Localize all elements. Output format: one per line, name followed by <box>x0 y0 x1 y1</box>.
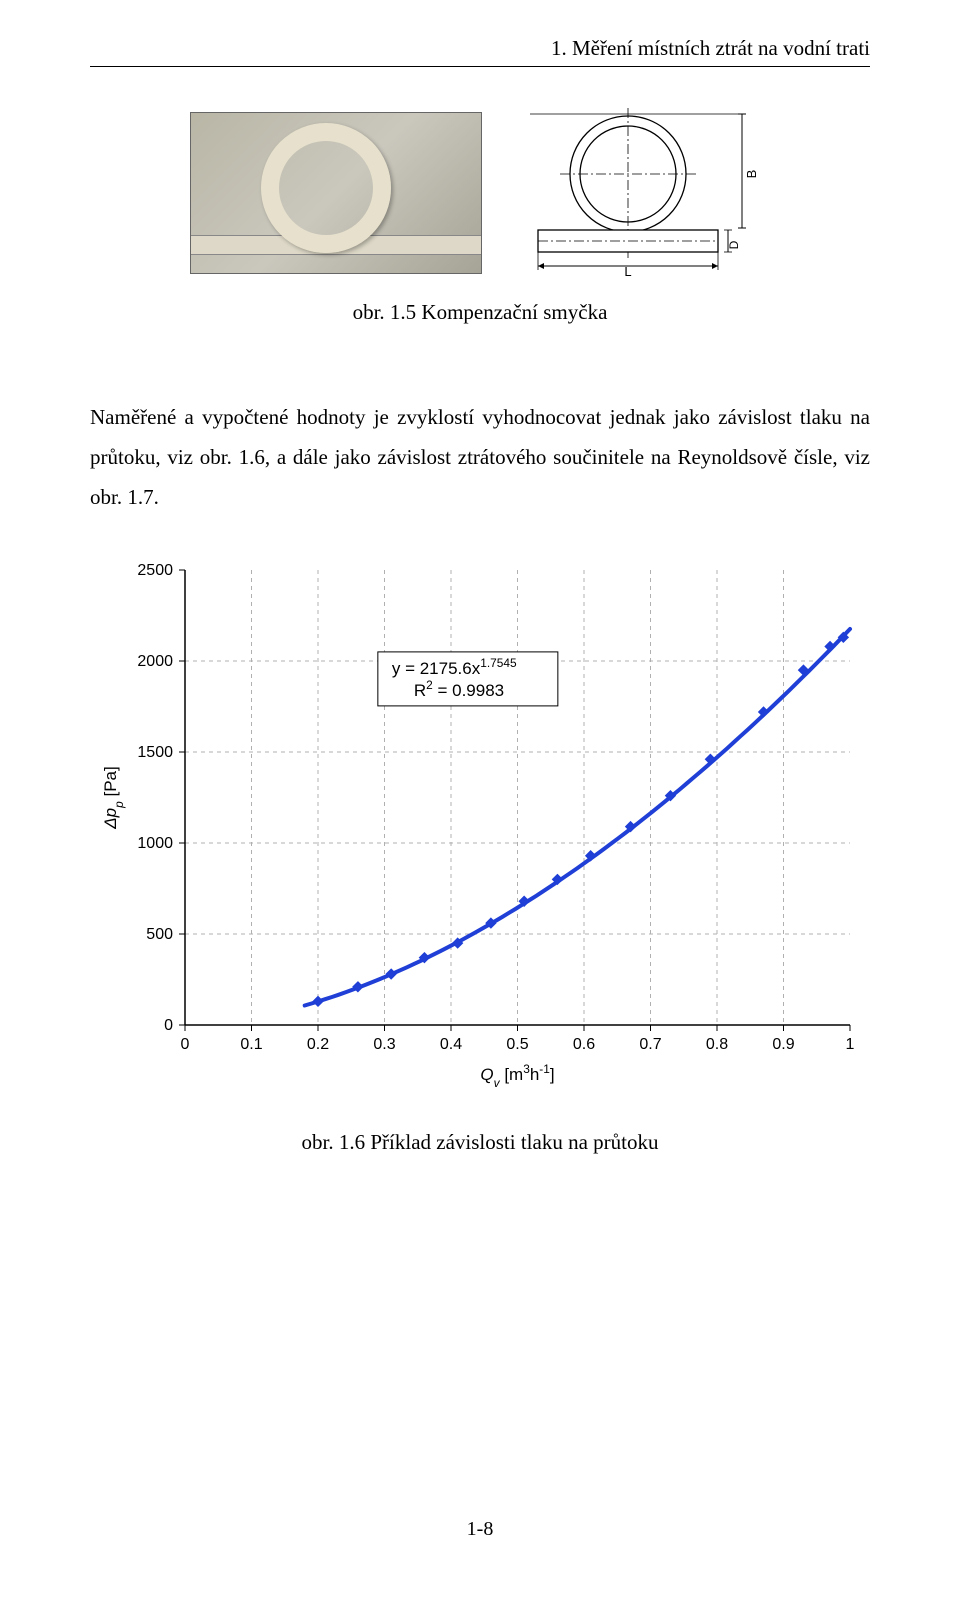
svg-text:Δpp [Pa]: Δpp [Pa] <box>101 766 126 829</box>
svg-text:500: 500 <box>146 926 173 943</box>
svg-text:0.1: 0.1 <box>240 1036 262 1053</box>
diagram-compensation-loop: B L D <box>510 108 770 278</box>
svg-text:1: 1 <box>846 1036 855 1053</box>
svg-text:2000: 2000 <box>137 653 173 670</box>
running-header: 1. Měření místních ztrát na vodní trati <box>551 36 870 61</box>
svg-text:0.4: 0.4 <box>440 1036 462 1053</box>
svg-text:0.5: 0.5 <box>506 1036 528 1053</box>
page-number: 1-8 <box>0 1518 960 1541</box>
dim-label-D: D <box>727 240 741 249</box>
svg-text:0.8: 0.8 <box>706 1036 728 1053</box>
svg-text:1000: 1000 <box>137 835 173 852</box>
page: 1. Měření místních ztrát na vodní trati … <box>0 0 960 1603</box>
dim-label-L: L <box>624 264 631 278</box>
svg-text:0.6: 0.6 <box>573 1036 595 1053</box>
svg-text:0.2: 0.2 <box>307 1036 329 1053</box>
figure-row: B L D <box>90 108 870 278</box>
svg-text:0.9: 0.9 <box>772 1036 794 1053</box>
header-rule <box>90 66 870 67</box>
svg-text:0: 0 <box>164 1017 173 1034</box>
svg-text:2500: 2500 <box>137 562 173 579</box>
svg-text:0: 0 <box>181 1036 190 1053</box>
svg-text:Qv [m3h-1]: Qv [m3h-1] <box>480 1062 554 1090</box>
chart-dp-vs-qv: 0 0.1 0.2 0.3 0.4 0.5 0.6 0.7 0.8 0.9 1 0 500 1000 150… <box>90 560 870 1100</box>
svg-text:1500: 1500 <box>137 744 173 761</box>
svg-text:0.7: 0.7 <box>639 1036 661 1053</box>
figure-caption-1-6: obr. 1.6 Příklad závislosti tlaku na prů… <box>0 1130 960 1155</box>
photo-compensation-loop <box>190 112 482 274</box>
svg-text:0.3: 0.3 <box>373 1036 395 1053</box>
figure-caption-1-5: obr. 1.5 Kompenzační smyčka <box>0 300 960 325</box>
body-paragraph: Naměřené a vypočtené hodnoty je zvyklost… <box>90 398 870 518</box>
dim-label-B: B <box>744 170 759 179</box>
